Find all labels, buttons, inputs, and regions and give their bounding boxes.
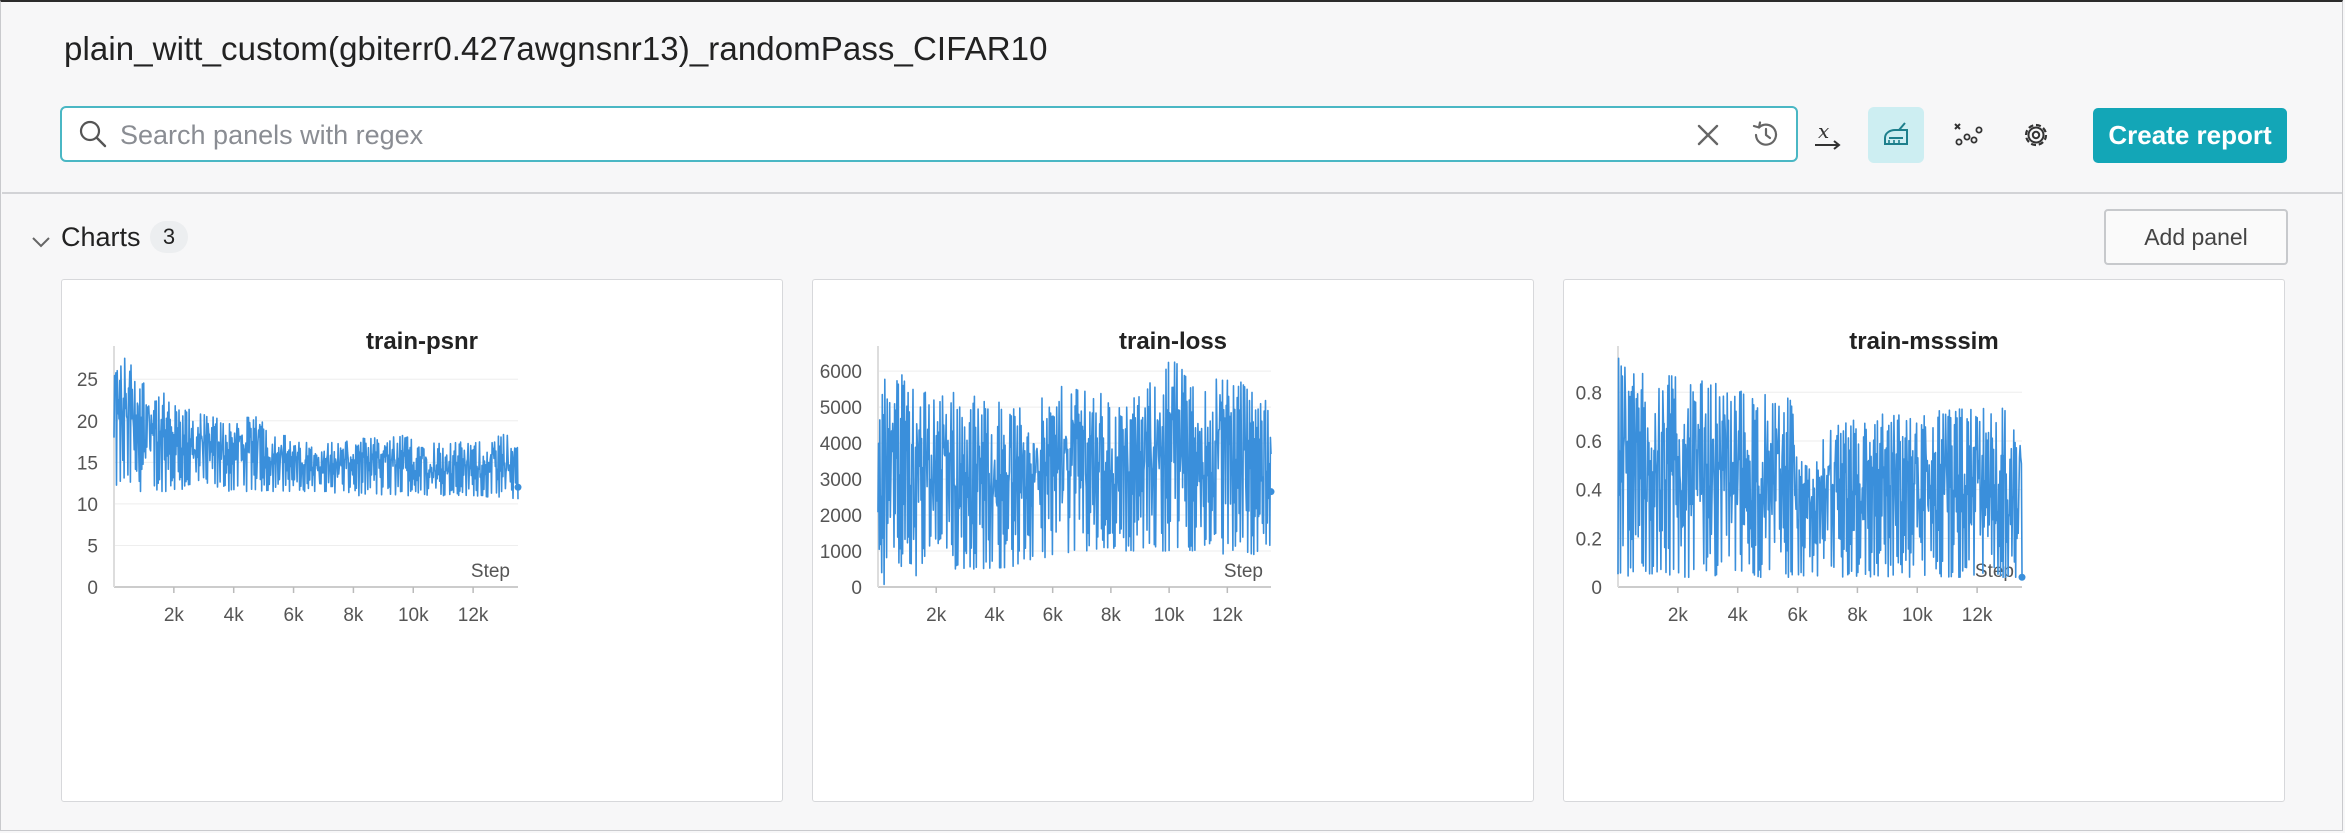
x-tick-label: 4k: [1728, 605, 1749, 626]
x-tick-label: 6k: [284, 605, 305, 626]
y-tick-label: 2000: [820, 506, 862, 527]
series-line: [113, 357, 519, 500]
last-point-marker: [514, 483, 522, 491]
x-tick-label: 2k: [926, 605, 947, 626]
panel-title: train-msssim: [1849, 328, 1999, 355]
search-input[interactable]: [118, 114, 1682, 156]
toolbar-divider: [2, 192, 2342, 194]
section-title[interactable]: Charts: [61, 222, 141, 252]
x-tick-label: 10k: [1154, 605, 1185, 626]
x-tick-label: 12k: [458, 605, 489, 626]
settings-button[interactable]: [2008, 107, 2064, 163]
history-icon[interactable]: [1750, 119, 1782, 151]
x-tick-label: 10k: [1902, 605, 1933, 626]
y-tick-label: 6000: [820, 362, 862, 383]
y-tick-label: 10: [77, 495, 98, 516]
y-tick-label: 0: [1591, 578, 1602, 599]
chart-panel-train-loss[interactable]: train-loss 0 1000 2000 3000 4000 5000 6000 2k 4k…: [812, 279, 1534, 802]
chart-panel-train-msssim[interactable]: train-msssim 0 0.2 0.4 0.6 0.8 2k 4k 6k 8k 10k 12k…: [1563, 279, 2285, 802]
brush-icon: [1884, 122, 1908, 145]
y-tick-label: 0.4: [1576, 481, 1603, 502]
run-title: plain_witt_custom(gbiterr0.427awgnsnr13)…: [64, 30, 1048, 67]
x-tick-label: 4k: [224, 605, 245, 626]
x-axis-label: Step: [1224, 561, 1263, 582]
y-tick-label: 3000: [820, 470, 862, 491]
create-report-button[interactable]: Create report: [2093, 108, 2287, 163]
add-panel-button[interactable]: Add panel: [2104, 209, 2288, 265]
last-point-marker: [2018, 573, 2026, 581]
panel-title: train-psnr: [365, 328, 478, 355]
y-tick-label: 1000: [820, 542, 862, 563]
search-icon: [79, 120, 107, 148]
panel-title: train-loss: [1118, 328, 1228, 355]
search-box[interactable]: [60, 106, 1798, 162]
x-tick-label: 2k: [164, 605, 185, 626]
clean-panels-button[interactable]: [1868, 107, 1924, 163]
chart-panel-train-psnr[interactable]: train-psnr 0 5 10 15 20 25 2k 4k 6k 8k 10k 12k Step: [61, 279, 783, 802]
x-tick-label: 6k: [1788, 605, 1809, 626]
x-tick-label: 12k: [1962, 605, 1993, 626]
scatter-points-icon: [1954, 123, 1983, 146]
x-tick-label: 8k: [343, 605, 364, 626]
y-tick-label: 0.2: [1576, 529, 1602, 550]
y-tick-label: 15: [77, 453, 98, 474]
y-tick-label: 0: [851, 578, 862, 599]
x-axis-button[interactable]: x: [1800, 107, 1856, 163]
x-axis-label: Step: [471, 561, 510, 582]
x-axis-label: Step: [1975, 561, 2014, 582]
section-count-badge: 3: [150, 221, 188, 253]
x-tick-label: 8k: [1101, 605, 1122, 626]
chevron-down-icon[interactable]: [28, 229, 54, 255]
gear-icon: [2024, 123, 2048, 147]
y-tick-label: 0.6: [1576, 432, 1602, 453]
x-tick-label: 8k: [1847, 605, 1868, 626]
chart-svg: 0 1000 2000 3000 4000 5000 6000 2k 4k 6k 8k 10k 12k S…: [820, 346, 1275, 626]
series-line: [1617, 357, 2023, 579]
close-icon[interactable]: [1694, 121, 1722, 149]
x-tick-label: 6k: [1043, 605, 1064, 626]
series-line: [877, 361, 1272, 586]
x-tick-label: 2k: [1668, 605, 1689, 626]
chart-svg: 0 0.2 0.4 0.6 0.8 2k 4k 6k 8k 10k 12k Step: [1576, 346, 2026, 626]
x-axis-icon: x: [1815, 119, 1841, 150]
y-tick-label: 5: [87, 536, 98, 557]
y-tick-label: 4000: [820, 434, 862, 455]
last-point-marker: [1267, 488, 1275, 496]
y-tick-label: 20: [77, 412, 98, 433]
smoothing-button[interactable]: [1939, 107, 1995, 163]
svg-text:x: x: [1818, 119, 1829, 143]
chart-svg: 0 5 10 15 20 25 2k 4k 6k 8k 10k 12k Step: [77, 346, 522, 626]
x-tick-label: 10k: [398, 605, 429, 626]
y-tick-label: 5000: [820, 398, 862, 419]
y-tick-label: 0.8: [1576, 383, 1602, 404]
y-tick-label: 0: [87, 578, 98, 599]
y-tick-label: 25: [77, 370, 98, 391]
x-tick-label: 12k: [1212, 605, 1243, 626]
x-tick-label: 4k: [984, 605, 1005, 626]
